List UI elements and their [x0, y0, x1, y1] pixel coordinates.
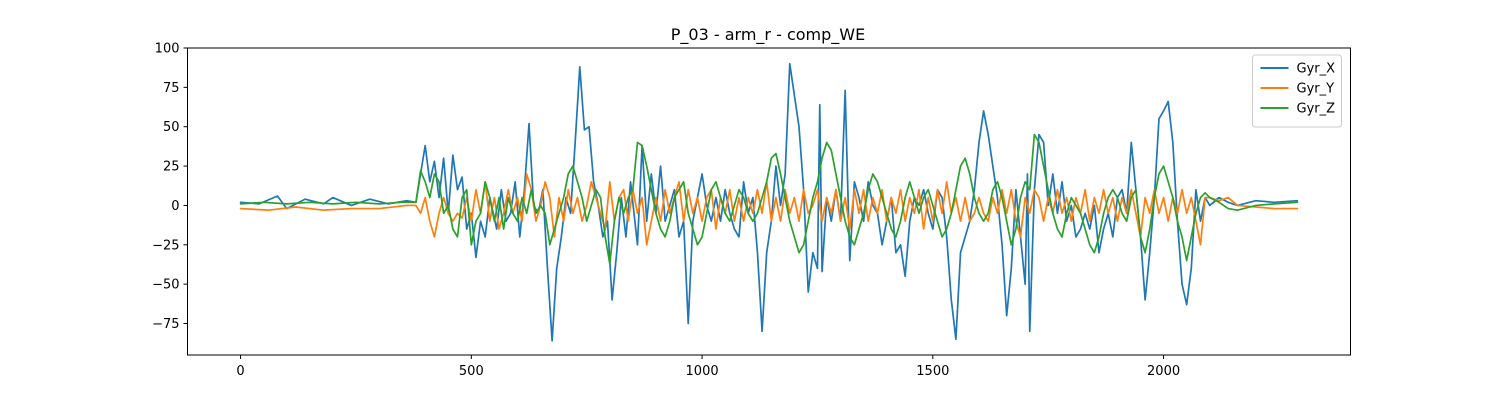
x-axis: 0 500 1000 1500 2000 — [236, 355, 1180, 379]
y-axis: −75 −50 −25 0 25 50 75 100 — [152, 42, 188, 332]
y-tick-label: 50 — [163, 120, 180, 135]
series-line-gyr-z — [239, 133, 1299, 265]
series-line-gyr-x — [239, 62, 1299, 342]
plot-area-frame — [187, 47, 1351, 356]
x-tick-label: 500 — [459, 364, 484, 379]
x-tick-label: 0 — [236, 364, 244, 379]
legend-label: Gyr_Z — [1297, 102, 1336, 117]
y-tick-label: 75 — [163, 81, 180, 96]
y-tick-label: −50 — [152, 278, 179, 293]
y-tick-label: 100 — [155, 42, 180, 57]
x-tick-label: 1500 — [916, 364, 949, 379]
x-tick-label: 1000 — [686, 364, 719, 379]
x-tick-label: 2000 — [1147, 364, 1180, 379]
y-tick-label: −75 — [152, 317, 179, 332]
legend-label: Gyr_Y — [1297, 82, 1335, 97]
series-layer — [239, 62, 1299, 342]
legend-label: Gyr_X — [1297, 62, 1336, 77]
y-tick-label: −25 — [152, 238, 179, 253]
legend: Gyr_X Gyr_Y Gyr_Z — [1252, 54, 1342, 128]
chart-title: P_03 - arm_r - comp_WE — [671, 25, 865, 45]
y-tick-label: 0 — [171, 199, 179, 214]
y-tick-label: 25 — [163, 160, 180, 175]
